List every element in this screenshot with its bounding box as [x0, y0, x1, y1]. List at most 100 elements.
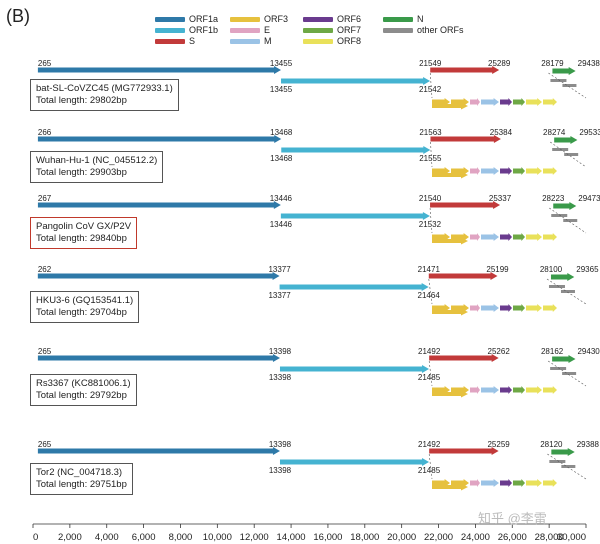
legend-swatch [155, 38, 185, 44]
orf1b-end-label: 21464 [418, 291, 441, 300]
other-orf-mark [549, 460, 566, 463]
accessory-orf-arrow [432, 390, 468, 398]
watermark: 知乎 @李雷 [478, 511, 547, 526]
orf1b-start-label: 13398 [269, 466, 292, 475]
genome-length: Total length: 29802bp [36, 95, 127, 106]
other-orf-mark [560, 290, 575, 293]
legend-label: ORF1b [189, 25, 219, 35]
legend-label: ORF1a [189, 14, 219, 24]
accessory-orf-arrow [470, 98, 480, 106]
accessory-orf-arrow [526, 304, 542, 312]
s-arrow [430, 201, 501, 209]
legend-item: E [230, 25, 270, 35]
orf1b-start-label: 13398 [269, 373, 292, 382]
n-start-label: 28162 [541, 347, 564, 356]
other-orf-mark [561, 465, 576, 468]
legend-label: M [264, 36, 272, 46]
genome-label-box: HKU3-6 (GQ153541.1) Total length: 29704bp [30, 291, 140, 323]
genome-label-box: Rs3367 (KC881006.1) Total length: 29792bp [30, 374, 137, 406]
n-start-label: 28179 [541, 59, 564, 68]
legend-swatch [303, 27, 333, 33]
orf1a-arrow [37, 447, 280, 455]
x-axis-tick-label: 30,000 [557, 532, 586, 543]
orf1b-end-label: 21542 [419, 85, 442, 94]
orf1a-end-label: 13398 [269, 347, 292, 356]
legend-item: M [230, 36, 272, 46]
zoom-line [428, 278, 433, 305]
other-orf-mark [552, 148, 569, 151]
other-orf-mark [550, 367, 567, 370]
orf1b-end-label: 21485 [418, 466, 441, 475]
orf1b-end-label: 21485 [418, 373, 441, 382]
accessory-orf-arrow [470, 386, 480, 394]
legend-label: ORF7 [337, 25, 362, 35]
orf1b-arrow [281, 77, 431, 85]
s-arrow [428, 272, 498, 280]
orf1a-start-label: 266 [38, 128, 52, 137]
genome-label-box: bat-SL-CoVZC45 (MG772933.1) Total length:… [30, 79, 179, 111]
legend-swatch [303, 38, 333, 44]
x-axis-tick-label: 0 [33, 532, 38, 543]
legend-swatch [230, 38, 260, 44]
other-orf-mark [562, 372, 577, 375]
s-start-label: 21492 [418, 440, 441, 449]
accessory-orf-arrow [526, 386, 542, 394]
accessory-orf-arrow [481, 386, 499, 394]
x-axis-tick-label: 14,000 [277, 532, 306, 543]
x-axis-tick-label: 10,000 [203, 532, 232, 543]
legend-item: S [155, 36, 195, 46]
accessory-orf-arrow [526, 479, 542, 487]
other-orf-mark [564, 153, 579, 156]
genome-label-box: Pangolin CoV GX/P2V Total length: 29840bp [30, 217, 138, 249]
s-arrow [429, 447, 499, 455]
orf1a-arrow [37, 201, 281, 209]
accessory-orf-arrow [513, 167, 525, 175]
legend-item: ORF6 [303, 14, 361, 24]
genome-name: Wuhan-Hu-1 (NC_045512.2) [36, 155, 158, 166]
accessory-orf-arrow [470, 233, 480, 241]
s-end-label: 25384 [490, 128, 513, 137]
accessory-orf-arrow [432, 237, 468, 245]
orf1b-start-label: 13446 [270, 220, 293, 229]
legend-swatch [230, 27, 260, 33]
n-start-label: 28274 [543, 128, 566, 137]
accessory-orf-arrow [470, 479, 480, 487]
s-start-label: 21492 [418, 347, 441, 356]
orf1a-start-label: 265 [38, 347, 52, 356]
orf1b-arrow [281, 146, 431, 154]
legend-item: ORF1b [155, 25, 218, 35]
legend-label: ORF8 [337, 36, 362, 46]
n-end-label: 29388 [577, 440, 600, 449]
panel-label: (B) [6, 6, 30, 26]
accessory-orf-arrow [481, 304, 499, 312]
n-arrow [551, 448, 575, 456]
accessory-orf-arrow [526, 233, 542, 241]
genome-label-box: Tor2 (NC_004718.3) Total length: 29751bp [30, 463, 133, 495]
accessory-orf-arrow [513, 479, 525, 487]
n-arrow [552, 355, 576, 363]
s-end-label: 25259 [487, 440, 510, 449]
genome-length: Total length: 29792bp [36, 390, 127, 401]
accessory-orf-arrow [543, 233, 557, 241]
orf1a-end-label: 13455 [270, 59, 293, 68]
zoom-line [428, 453, 433, 480]
orf1b-start-label: 13468 [270, 154, 293, 163]
orf1b-arrow [279, 283, 429, 291]
genome-length: Total length: 29751bp [36, 479, 127, 490]
orf1a-end-label: 13446 [270, 194, 293, 203]
s-end-label: 25262 [488, 347, 511, 356]
accessory-orf-arrow [543, 167, 557, 175]
accessory-orf-arrow [500, 386, 512, 394]
genome-name: HKU3-6 (GQ153541.1) [36, 295, 134, 306]
x-axis-tick-label: 8,000 [169, 532, 193, 543]
other-orf-mark [563, 219, 578, 222]
legend-label: E [264, 25, 271, 35]
other-orf-mark [550, 79, 567, 82]
accessory-orf-arrow [513, 233, 525, 241]
s-start-label: 21540 [419, 194, 442, 203]
orf1a-arrow [37, 135, 282, 143]
genome-length: Total length: 29840bp [36, 233, 127, 244]
s-end-label: 25337 [489, 194, 512, 203]
accessory-orf-arrow [481, 479, 499, 487]
accessory-orf-arrow [543, 386, 557, 394]
